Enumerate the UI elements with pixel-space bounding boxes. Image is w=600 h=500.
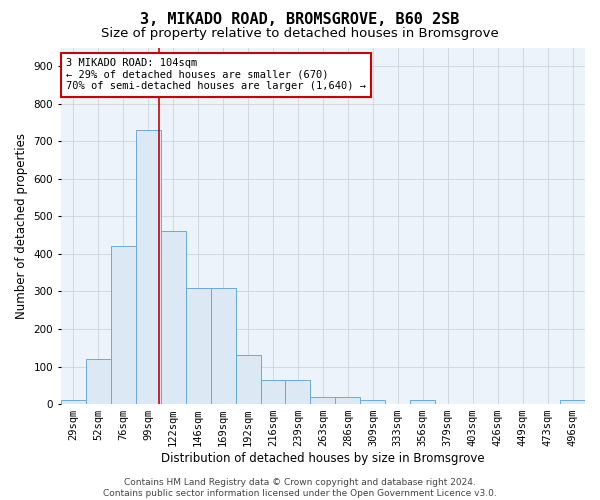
Bar [236, 356, 260, 404]
Bar [136, 130, 161, 404]
Text: Size of property relative to detached houses in Bromsgrove: Size of property relative to detached ho… [101, 28, 499, 40]
Bar [111, 246, 136, 404]
Bar [86, 359, 111, 404]
Bar [410, 400, 435, 404]
Bar [185, 288, 211, 404]
Bar [161, 232, 185, 404]
Bar [335, 396, 361, 404]
Text: Contains HM Land Registry data © Crown copyright and database right 2024.
Contai: Contains HM Land Registry data © Crown c… [103, 478, 497, 498]
Bar [361, 400, 385, 404]
Bar [61, 400, 86, 404]
X-axis label: Distribution of detached houses by size in Bromsgrove: Distribution of detached houses by size … [161, 452, 485, 465]
Bar [560, 400, 585, 404]
Bar [211, 288, 236, 404]
Bar [310, 396, 335, 404]
Text: 3, MIKADO ROAD, BROMSGROVE, B60 2SB: 3, MIKADO ROAD, BROMSGROVE, B60 2SB [140, 12, 460, 28]
Y-axis label: Number of detached properties: Number of detached properties [15, 133, 28, 319]
Bar [286, 380, 310, 404]
Text: 3 MIKADO ROAD: 104sqm
← 29% of detached houses are smaller (670)
70% of semi-det: 3 MIKADO ROAD: 104sqm ← 29% of detached … [66, 58, 366, 92]
Bar [260, 380, 286, 404]
